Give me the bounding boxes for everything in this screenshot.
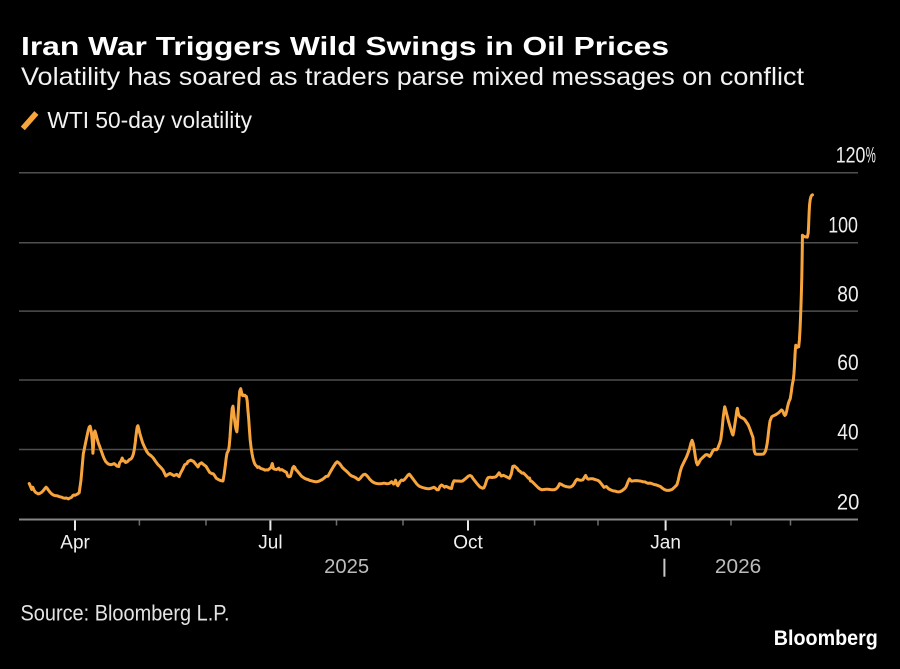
svg-text:2025: 2025 (324, 555, 369, 578)
svg-text:%: % (866, 142, 876, 167)
svg-text:120: 120 (836, 142, 866, 167)
svg-text:WTI 50-day volatility: WTI 50-day volatility (47, 107, 252, 133)
svg-text:Oct: Oct (453, 533, 483, 554)
svg-text:80: 80 (837, 281, 858, 306)
svg-text:20: 20 (837, 490, 859, 515)
svg-text:Jan: Jan (650, 533, 681, 554)
svg-text:Source: Bloomberg L.P.: Source: Bloomberg L.P. (21, 601, 230, 626)
svg-text:60: 60 (837, 350, 858, 375)
svg-text:2026: 2026 (715, 555, 761, 578)
svg-text:Iran War Triggers Wild Swings: Iran War Triggers Wild Swings in Oil Pri… (21, 31, 669, 61)
svg-text:Apr: Apr (60, 533, 90, 554)
svg-text:Jul: Jul (258, 533, 282, 554)
svg-text:40: 40 (837, 419, 858, 444)
svg-text:Volatility has soared as trade: Volatility has soared as traders parse m… (21, 63, 804, 91)
svg-text:100: 100 (828, 212, 858, 237)
svg-text:Bloomberg: Bloomberg (774, 627, 878, 650)
